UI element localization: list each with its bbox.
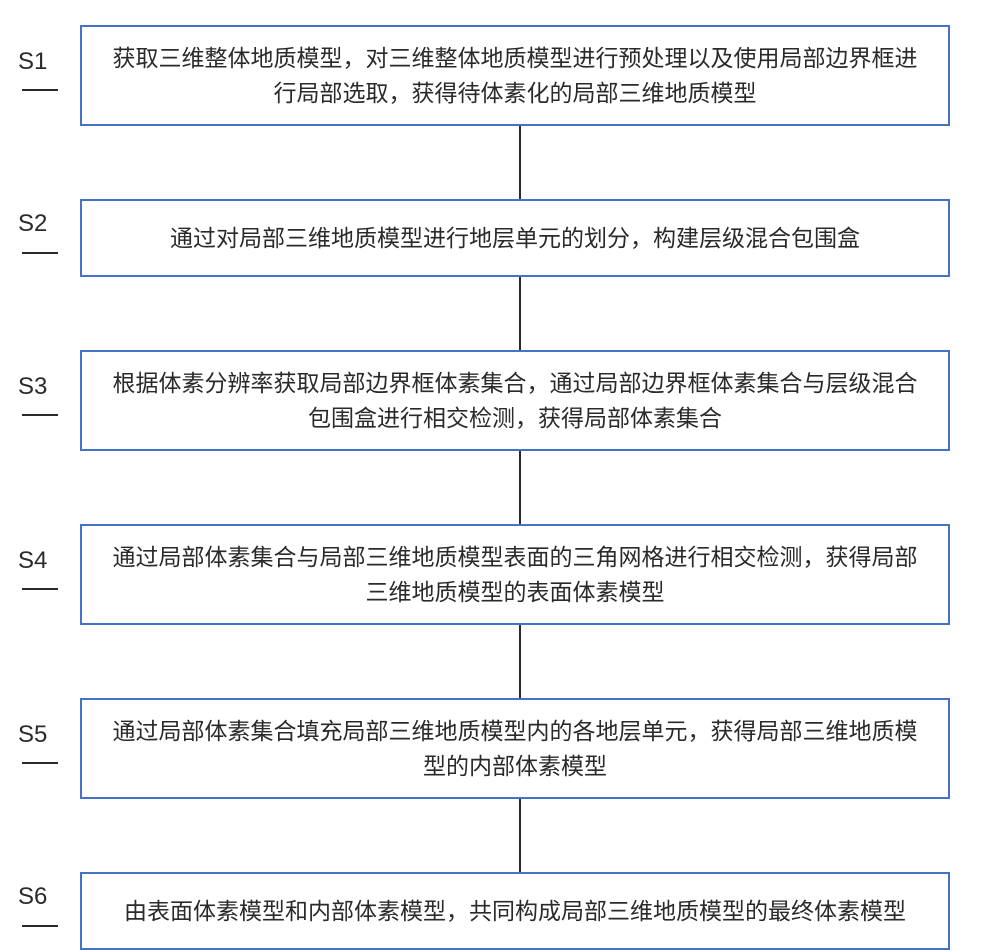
- step-row-s5: S5 通过局部体素集合填充局部三维地质模型内的各地层单元，获得局部三维地质模型的…: [0, 698, 1000, 799]
- step-label-s6: S6: [0, 883, 80, 939]
- connector-s4-s5: [0, 625, 1000, 698]
- connector-s2-s3: [0, 277, 1000, 350]
- label-text-s4: S4: [18, 547, 47, 574]
- flowchart-container: S1 获取三维整体地质模型，对三维整体地质模型进行预处理以及使用局部边界框进行局…: [0, 25, 1000, 950]
- step-label-s1: S1: [0, 48, 80, 104]
- label-text-s3: S3: [18, 373, 47, 400]
- label-connector-s2: [22, 252, 58, 254]
- step-text-s5: 通过局部体素集合填充局部三维地质模型内的各地层单元，获得局部三维地质模型的内部体…: [102, 714, 928, 783]
- connector-s1-s2: [0, 126, 1000, 199]
- step-label-s4: S4: [0, 547, 80, 603]
- step-label-s5: S5: [0, 721, 80, 777]
- label-text-s6: S6: [18, 883, 47, 910]
- step-box-s3: 根据体素分辨率获取局部边界框体素集合，通过局部边界框体素集合与层级混合包围盒进行…: [80, 350, 950, 451]
- step-text-s6: 由表面体素模型和内部体素模型，共同构成局部三维地质模型的最终体素模型: [124, 894, 906, 929]
- connector-line-1: [519, 126, 521, 199]
- label-connector-s1: [22, 89, 58, 91]
- connector-s5-s6: [0, 799, 1000, 872]
- step-box-s2: 通过对局部三维地质模型进行地层单元的划分，构建层级混合包围盒: [80, 199, 950, 277]
- step-box-s6: 由表面体素模型和内部体素模型，共同构成局部三维地质模型的最终体素模型: [80, 872, 950, 950]
- label-text-s2: S2: [18, 210, 47, 237]
- step-text-s3: 根据体素分辨率获取局部边界框体素集合，通过局部边界框体素集合与层级混合包围盒进行…: [102, 366, 928, 435]
- step-text-s1: 获取三维整体地质模型，对三维整体地质模型进行预处理以及使用局部边界框进行局部选取…: [102, 41, 928, 110]
- step-text-s2: 通过对局部三维地质模型进行地层单元的划分，构建层级混合包围盒: [170, 221, 860, 256]
- label-connector-s3: [22, 414, 58, 416]
- connector-line-2: [519, 277, 521, 350]
- step-label-s2: S2: [0, 210, 80, 266]
- step-text-s4: 通过局部体素集合与局部三维地质模型表面的三角网格进行相交检测，获得局部三维地质模…: [102, 540, 928, 609]
- label-text-s5: S5: [18, 721, 47, 748]
- step-box-s4: 通过局部体素集合与局部三维地质模型表面的三角网格进行相交检测，获得局部三维地质模…: [80, 524, 950, 625]
- connector-s3-s4: [0, 451, 1000, 524]
- step-row-s6: S6 由表面体素模型和内部体素模型，共同构成局部三维地质模型的最终体素模型: [0, 872, 1000, 950]
- step-row-s3: S3 根据体素分辨率获取局部边界框体素集合，通过局部边界框体素集合与层级混合包围…: [0, 350, 1000, 451]
- step-row-s1: S1 获取三维整体地质模型，对三维整体地质模型进行预处理以及使用局部边界框进行局…: [0, 25, 1000, 126]
- connector-line-4: [519, 625, 521, 698]
- step-row-s4: S4 通过局部体素集合与局部三维地质模型表面的三角网格进行相交检测，获得局部三维…: [0, 524, 1000, 625]
- step-box-s5: 通过局部体素集合填充局部三维地质模型内的各地层单元，获得局部三维地质模型的内部体…: [80, 698, 950, 799]
- step-box-s1: 获取三维整体地质模型，对三维整体地质模型进行预处理以及使用局部边界框进行局部选取…: [80, 25, 950, 126]
- connector-line-5: [519, 799, 521, 872]
- label-connector-s5: [22, 762, 58, 764]
- connector-line-3: [519, 451, 521, 524]
- label-connector-s6: [22, 925, 58, 927]
- step-label-s3: S3: [0, 373, 80, 429]
- label-connector-s4: [22, 588, 58, 590]
- label-text-s1: S1: [18, 48, 47, 75]
- step-row-s2: S2 通过对局部三维地质模型进行地层单元的划分，构建层级混合包围盒: [0, 199, 1000, 277]
